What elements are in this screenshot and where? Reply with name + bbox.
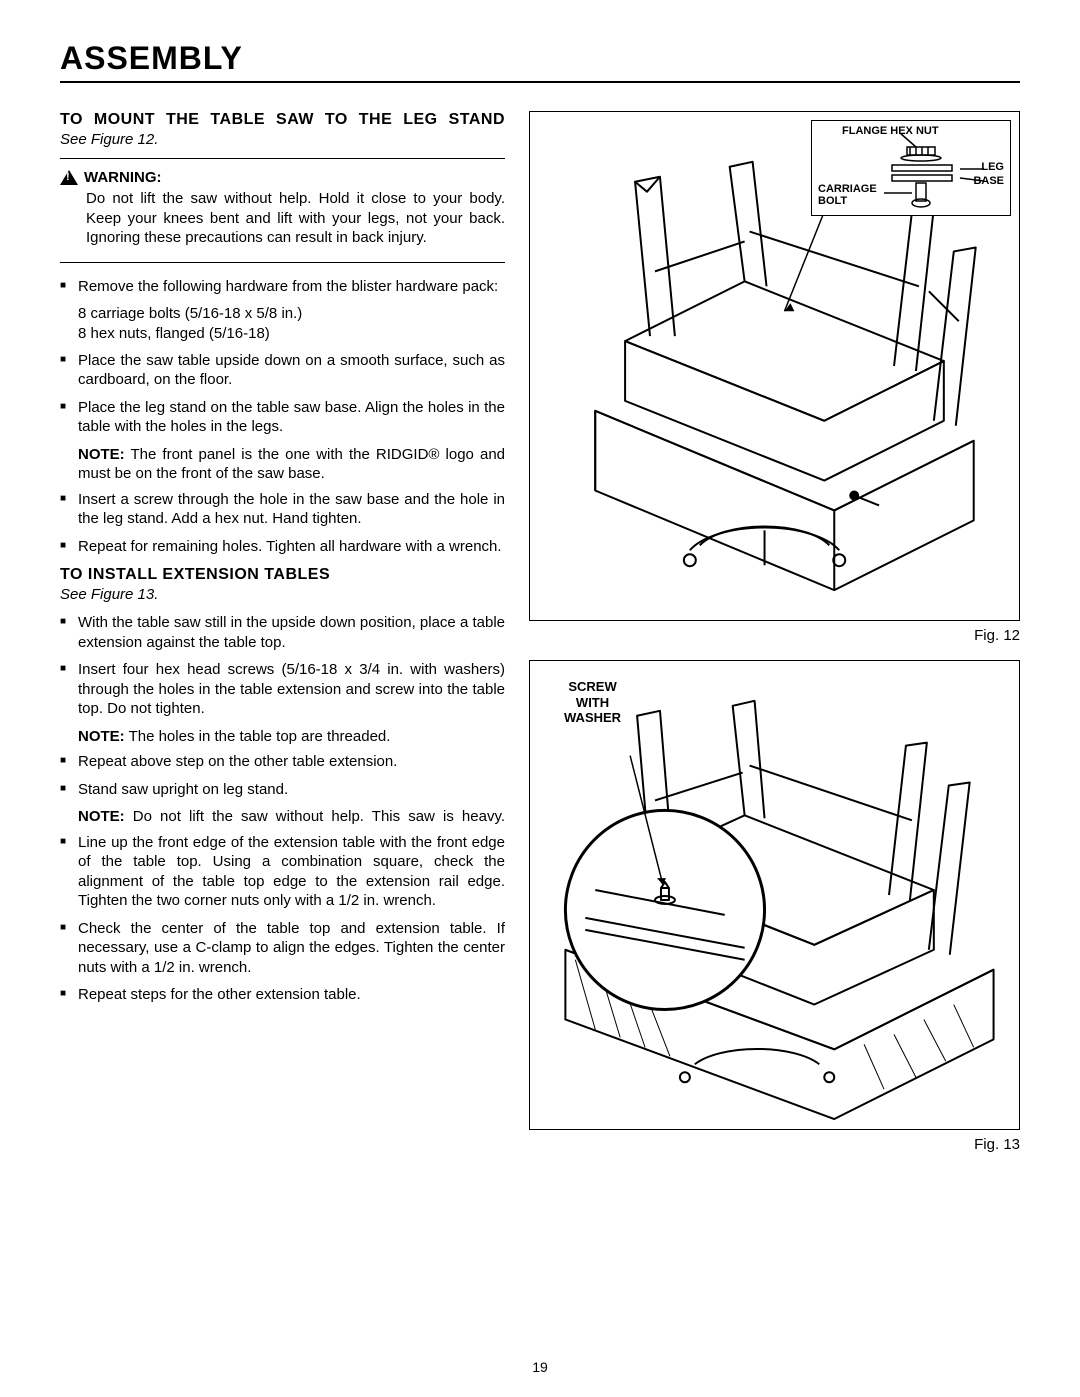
inset-label-carriage: CARRIAGE [818,183,877,195]
note-label: NOTE: [78,808,125,825]
screw-washer-label: SCREW WITH WASHER [564,679,621,726]
note-label: NOTE: [78,446,125,463]
list-item: Stand saw upright on leg stand. [60,780,505,800]
section2-heading: TO INSTALL EXTENSION TABLES [60,566,505,584]
list-item: Place the saw table upside down on a smo… [60,351,505,390]
left-column: TO MOUNT THE TABLE SAW TO THE LEG STAND … [60,111,505,1153]
screw-label-line: SCREW [564,679,621,695]
inset-label-flange: FLANGE HEX NUT [842,125,939,137]
subline: 8 carriage bolts (5/16-18 x 5/8 in.) [78,304,505,324]
section1-note: NOTE: The front panel is the one with th… [60,445,505,484]
figure-13-diagram [530,661,1019,1129]
section1-see-fig: See Figure 12. [60,131,505,148]
section2-list-cont: Repeat above step on the other table ext… [60,752,505,799]
right-column: FLANGE HEX NUT LEG BASE CARRIAGE BOLT Fi… [529,111,1020,1153]
section2-list-cont2: Line up the front edge of the extension … [60,833,505,1005]
title-rule [60,81,1020,83]
inset-label-base: BASE [973,175,1004,187]
section2-note1: NOTE: The holes in the table top are thr… [60,727,505,747]
warning-label: WARNING: [60,169,505,186]
list-item: Line up the front edge of the extension … [60,833,505,911]
section1-list: Remove the following hardware from the b… [60,277,505,297]
inset-label-leg: LEG [981,161,1004,173]
list-item: Remove the following hardware from the b… [60,277,505,297]
section2-note2: NOTE: Do not lift the saw without help. … [60,807,505,827]
note-text: Do not lift the saw without help. This s… [125,808,505,825]
list-item: Repeat for remaining holes. Tighten all … [60,537,505,557]
figure-13: SCREW WITH WASHER [529,660,1020,1130]
list-item: Repeat steps for the other extension tab… [60,985,505,1005]
warning-triangle-icon [60,170,78,185]
screw-label-line: WITH [564,695,621,711]
section1-heading: TO MOUNT THE TABLE SAW TO THE LEG STAND [60,111,505,129]
list-item: Check the center of the table top and ex… [60,919,505,978]
warning-label-text: WARNING: [84,169,162,186]
inset-label-bolt: BOLT [818,195,847,207]
note-text: The front panel is the one with the RIDG… [78,446,505,483]
list-item: Insert four hex head screws (5/16-18 x 3… [60,660,505,719]
list-item: Repeat above step on the other table ext… [60,752,505,772]
list-item: Insert a screw through the hole in the s… [60,490,505,529]
section2-list: With the table saw still in the upside d… [60,613,505,719]
hardware-sublines: 8 carriage bolts (5/16-18 x 5/8 in.) 8 h… [60,304,505,345]
figure-12-inset: FLANGE HEX NUT LEG BASE CARRIAGE BOLT [811,120,1011,216]
subline: 8 hex nuts, flanged (5/16-18) [78,324,505,344]
page-number: 19 [0,1359,1080,1375]
warning-text: Do not lift the saw without help. Hold i… [60,189,505,248]
content-columns: TO MOUNT THE TABLE SAW TO THE LEG STAND … [60,111,1020,1153]
section1-list-cont2: Insert a screw through the hole in the s… [60,490,505,557]
warning-block: WARNING: Do not lift the saw without hel… [60,158,505,263]
section2-see-fig: See Figure 13. [60,586,505,603]
fig13-caption: Fig. 13 [529,1136,1020,1153]
fig12-caption: Fig. 12 [529,627,1020,644]
list-item: With the table saw still in the upside d… [60,613,505,652]
screw-label-line: WASHER [564,710,621,726]
figure-12: FLANGE HEX NUT LEG BASE CARRIAGE BOLT [529,111,1020,621]
note-label: NOTE: [78,728,125,745]
page-title: ASSEMBLY [60,40,1020,77]
note-text: The holes in the table top are threaded. [125,728,391,745]
section1-list-cont: Place the saw table upside down on a smo… [60,351,505,437]
list-item: Place the leg stand on the table saw bas… [60,398,505,437]
